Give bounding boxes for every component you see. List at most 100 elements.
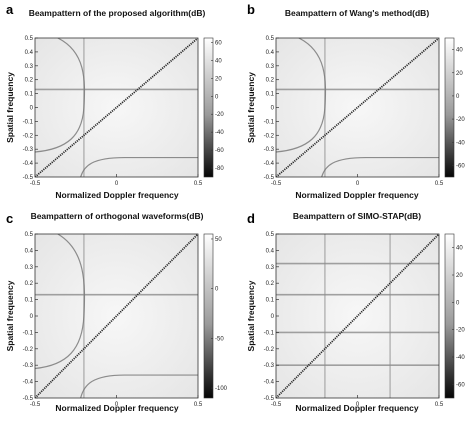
y-tick-label: 0.4 [25, 50, 34, 56]
y-tick-label: -0.3 [23, 147, 34, 153]
x-tick-label: 0 [356, 402, 360, 408]
y-tick-label: -0.4 [23, 161, 34, 167]
colorbar-tick-label: -50 [215, 336, 224, 342]
y-tick-label: -0.3 [23, 363, 34, 369]
colorbar-tick-label: 50 [215, 237, 222, 243]
colorbar [444, 233, 455, 399]
panel-letter-b: b [247, 2, 255, 17]
chart-title: Beampattern of SIMO-STAP(dB) [293, 211, 421, 221]
y-tick-label: 0.2 [25, 78, 34, 84]
x-tick-label: 0.5 [194, 402, 203, 408]
y-tick-label: -0.2 [264, 347, 275, 353]
colorbar-tick-label: 40 [456, 48, 463, 54]
y-axis-label: Spatial frequency [246, 72, 256, 143]
colorbar [203, 233, 214, 399]
colorbar-tick-label: 20 [456, 273, 463, 279]
x-tick-label: -0.5 [271, 402, 282, 408]
y-tick-label: 0.5 [25, 232, 34, 238]
y-axis-label: Spatial frequency [5, 280, 15, 351]
chart-panel-d: -0.5 0 0.5 -0.5 -0.4 -0.3 -0.2 -0.1 0 0.1 0.2 0.3 0.… [246, 211, 465, 413]
y-tick-label: 0.1 [266, 92, 275, 98]
colorbar-tick-label: 60 [215, 40, 222, 46]
y-tick-label: 0.3 [266, 64, 275, 70]
y-tick-label: 0.1 [266, 298, 275, 304]
diagonal-clutter-ridge [276, 38, 439, 177]
y-tick-label: 0 [271, 106, 275, 112]
x-axis-label: Normalized Doppler frequency [55, 403, 179, 413]
y-tick-label: -0.5 [23, 175, 34, 181]
panel-letter-a: a [6, 2, 14, 17]
x-tick-label: 0 [115, 402, 119, 408]
y-tick-label: -0.2 [264, 133, 275, 139]
colorbar-tick-label: 0 [215, 287, 219, 293]
panel-letter-c: c [6, 211, 14, 226]
curve-ridge-upper-left [35, 38, 86, 153]
chart-title: Beampattern of the proposed algorithm(dB… [29, 8, 206, 18]
colorbar-tick-label: -60 [456, 163, 465, 169]
y-tick-label: 0.3 [266, 265, 275, 271]
y-tick-label: -0.5 [264, 175, 275, 181]
colorbar-tick-label: -80 [215, 166, 224, 172]
y-tick-label: 0.5 [25, 36, 34, 42]
x-axis-label: Normalized Doppler frequency [295, 190, 419, 200]
y-tick-label: 0 [30, 106, 34, 112]
colorbar-tick-label: -100 [215, 386, 228, 392]
x-tick-label: 0.5 [194, 181, 203, 187]
y-tick-label: -0.4 [264, 161, 275, 167]
y-tick-label: 0.5 [266, 232, 275, 238]
y-tick-label: 0.4 [266, 248, 275, 254]
y-tick-label: -0.5 [23, 396, 34, 402]
diagonal-clutter-ridge [276, 234, 439, 398]
colorbar-tick-label: -40 [456, 355, 465, 361]
y-tick-label: -0.1 [264, 119, 275, 125]
colorbar [444, 37, 455, 178]
curve-ridge-lower-right [80, 156, 198, 177]
colorbar [203, 37, 214, 178]
chart-title: Beampattern of Wang's method(dB) [285, 8, 429, 18]
x-tick-label: 0.5 [435, 181, 444, 187]
colorbar-tick-label: -20 [456, 328, 465, 334]
colorbar-tick-label: -60 [215, 148, 224, 154]
figure-caption [0, 413, 474, 421]
colorbar-tick-label: -20 [215, 112, 224, 118]
y-tick-label: 0.2 [266, 78, 275, 84]
colorbar-tick-label: 0 [215, 94, 219, 100]
y-tick-label: -0.5 [264, 396, 275, 402]
colorbar-tick-label: -40 [215, 130, 224, 136]
chart-panel-a: -0.5 0 0.5 -0.5 -0.4 -0.3 -0.2 -0.1 0 0.1 0.2 0.3 0.… [5, 8, 224, 200]
y-tick-label: 0.4 [266, 50, 275, 56]
y-tick-label: -0.1 [264, 330, 275, 336]
colorbar-tick-label: 0 [456, 94, 460, 100]
y-tick-label: -0.1 [23, 119, 34, 125]
chart-panel-c: -0.5 0 0.5 -0.5 -0.4 -0.3 -0.2 -0.1 0 0.1 0.2 0.3 0.… [5, 211, 228, 413]
curve-ridge-lower-right [321, 156, 439, 177]
y-tick-label: 0.4 [25, 248, 34, 254]
y-tick-label: 0.1 [25, 92, 34, 98]
x-tick-label: -0.5 [271, 181, 282, 187]
x-tick-label: 0 [115, 181, 119, 187]
curve-ridge-upper-left [35, 234, 86, 370]
x-tick-label: -0.5 [30, 402, 41, 408]
colorbar-tick-label: 20 [215, 76, 222, 82]
colorbar-tick-label: -40 [456, 140, 465, 146]
x-axis-label: Normalized Doppler frequency [55, 190, 179, 200]
colorbar-tick-label: -60 [456, 382, 465, 388]
y-axis-label: Spatial frequency [5, 72, 15, 143]
colorbar-tick-label: 40 [456, 246, 463, 252]
y-tick-label: -0.2 [23, 347, 34, 353]
chart-title: Beampattern of orthogonal waveforms(dB) [31, 211, 204, 221]
x-tick-label: -0.5 [30, 181, 41, 187]
y-tick-label: 0 [30, 314, 34, 320]
y-tick-label: -0.2 [23, 133, 34, 139]
y-tick-label: 0.2 [25, 281, 34, 287]
curve-ridge-lower-right [80, 374, 198, 398]
colorbar-tick-label: 0 [456, 300, 460, 306]
colorbar-tick-label: 20 [456, 71, 463, 77]
y-axis-label: Spatial frequency [246, 280, 256, 351]
y-tick-label: -0.3 [264, 147, 275, 153]
diagonal-clutter-ridge [35, 38, 198, 177]
x-tick-label: 0.5 [435, 402, 444, 408]
y-tick-label: -0.4 [264, 380, 275, 386]
